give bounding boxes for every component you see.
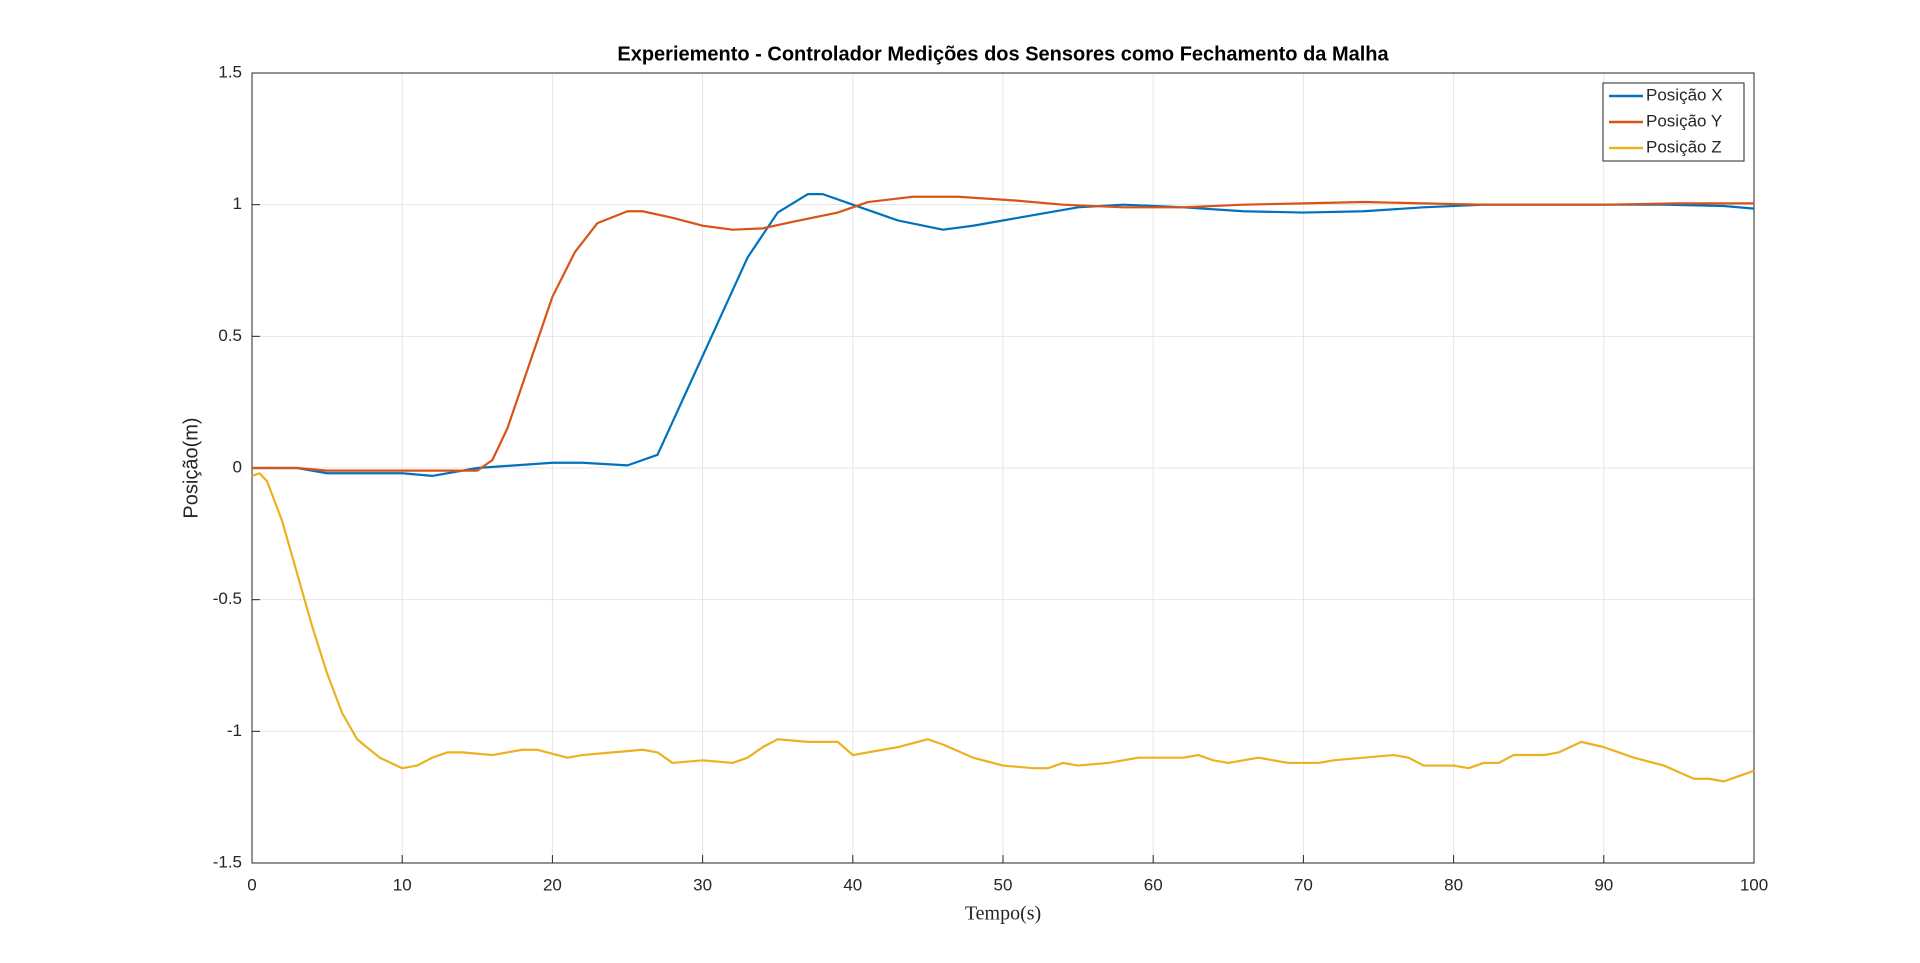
y-tick-label: -0.5: [213, 589, 242, 608]
x-tick-label: 80: [1444, 875, 1463, 894]
y-tick-label: 1.5: [218, 62, 242, 81]
x-tick-label: 40: [843, 875, 862, 894]
x-tick-label: 50: [994, 875, 1013, 894]
y-tick-label: -1: [227, 721, 242, 740]
legend-label: Posição Z: [1646, 137, 1722, 156]
series-line: [252, 195, 1754, 472]
x-tick-label: 100: [1740, 875, 1768, 894]
series-line: [252, 193, 1755, 477]
chart-title: Experiemento - Controlador Medições dos …: [617, 43, 1389, 65]
series-line: [251, 472, 1755, 783]
y-tick-label: 0.5: [218, 326, 242, 345]
x-axis-label: Tempo(s): [965, 903, 1041, 925]
x-tick-label: 20: [543, 875, 562, 894]
x-tick-label: 90: [1594, 875, 1613, 894]
y-axis-label: Posição(m): [180, 417, 202, 518]
x-tick-label: 0: [247, 875, 256, 894]
y-tick-label: -1.5: [213, 852, 242, 871]
y-tick-label: 0: [233, 457, 242, 476]
x-tick-label: 10: [393, 875, 412, 894]
y-tick-label: 1: [233, 194, 242, 213]
legend-label: Posição X: [1646, 85, 1723, 104]
x-tick-label: 60: [1144, 875, 1163, 894]
legend-label: Posição Y: [1646, 111, 1722, 130]
x-tick-label: 70: [1294, 875, 1313, 894]
x-tick-label: 30: [693, 875, 712, 894]
